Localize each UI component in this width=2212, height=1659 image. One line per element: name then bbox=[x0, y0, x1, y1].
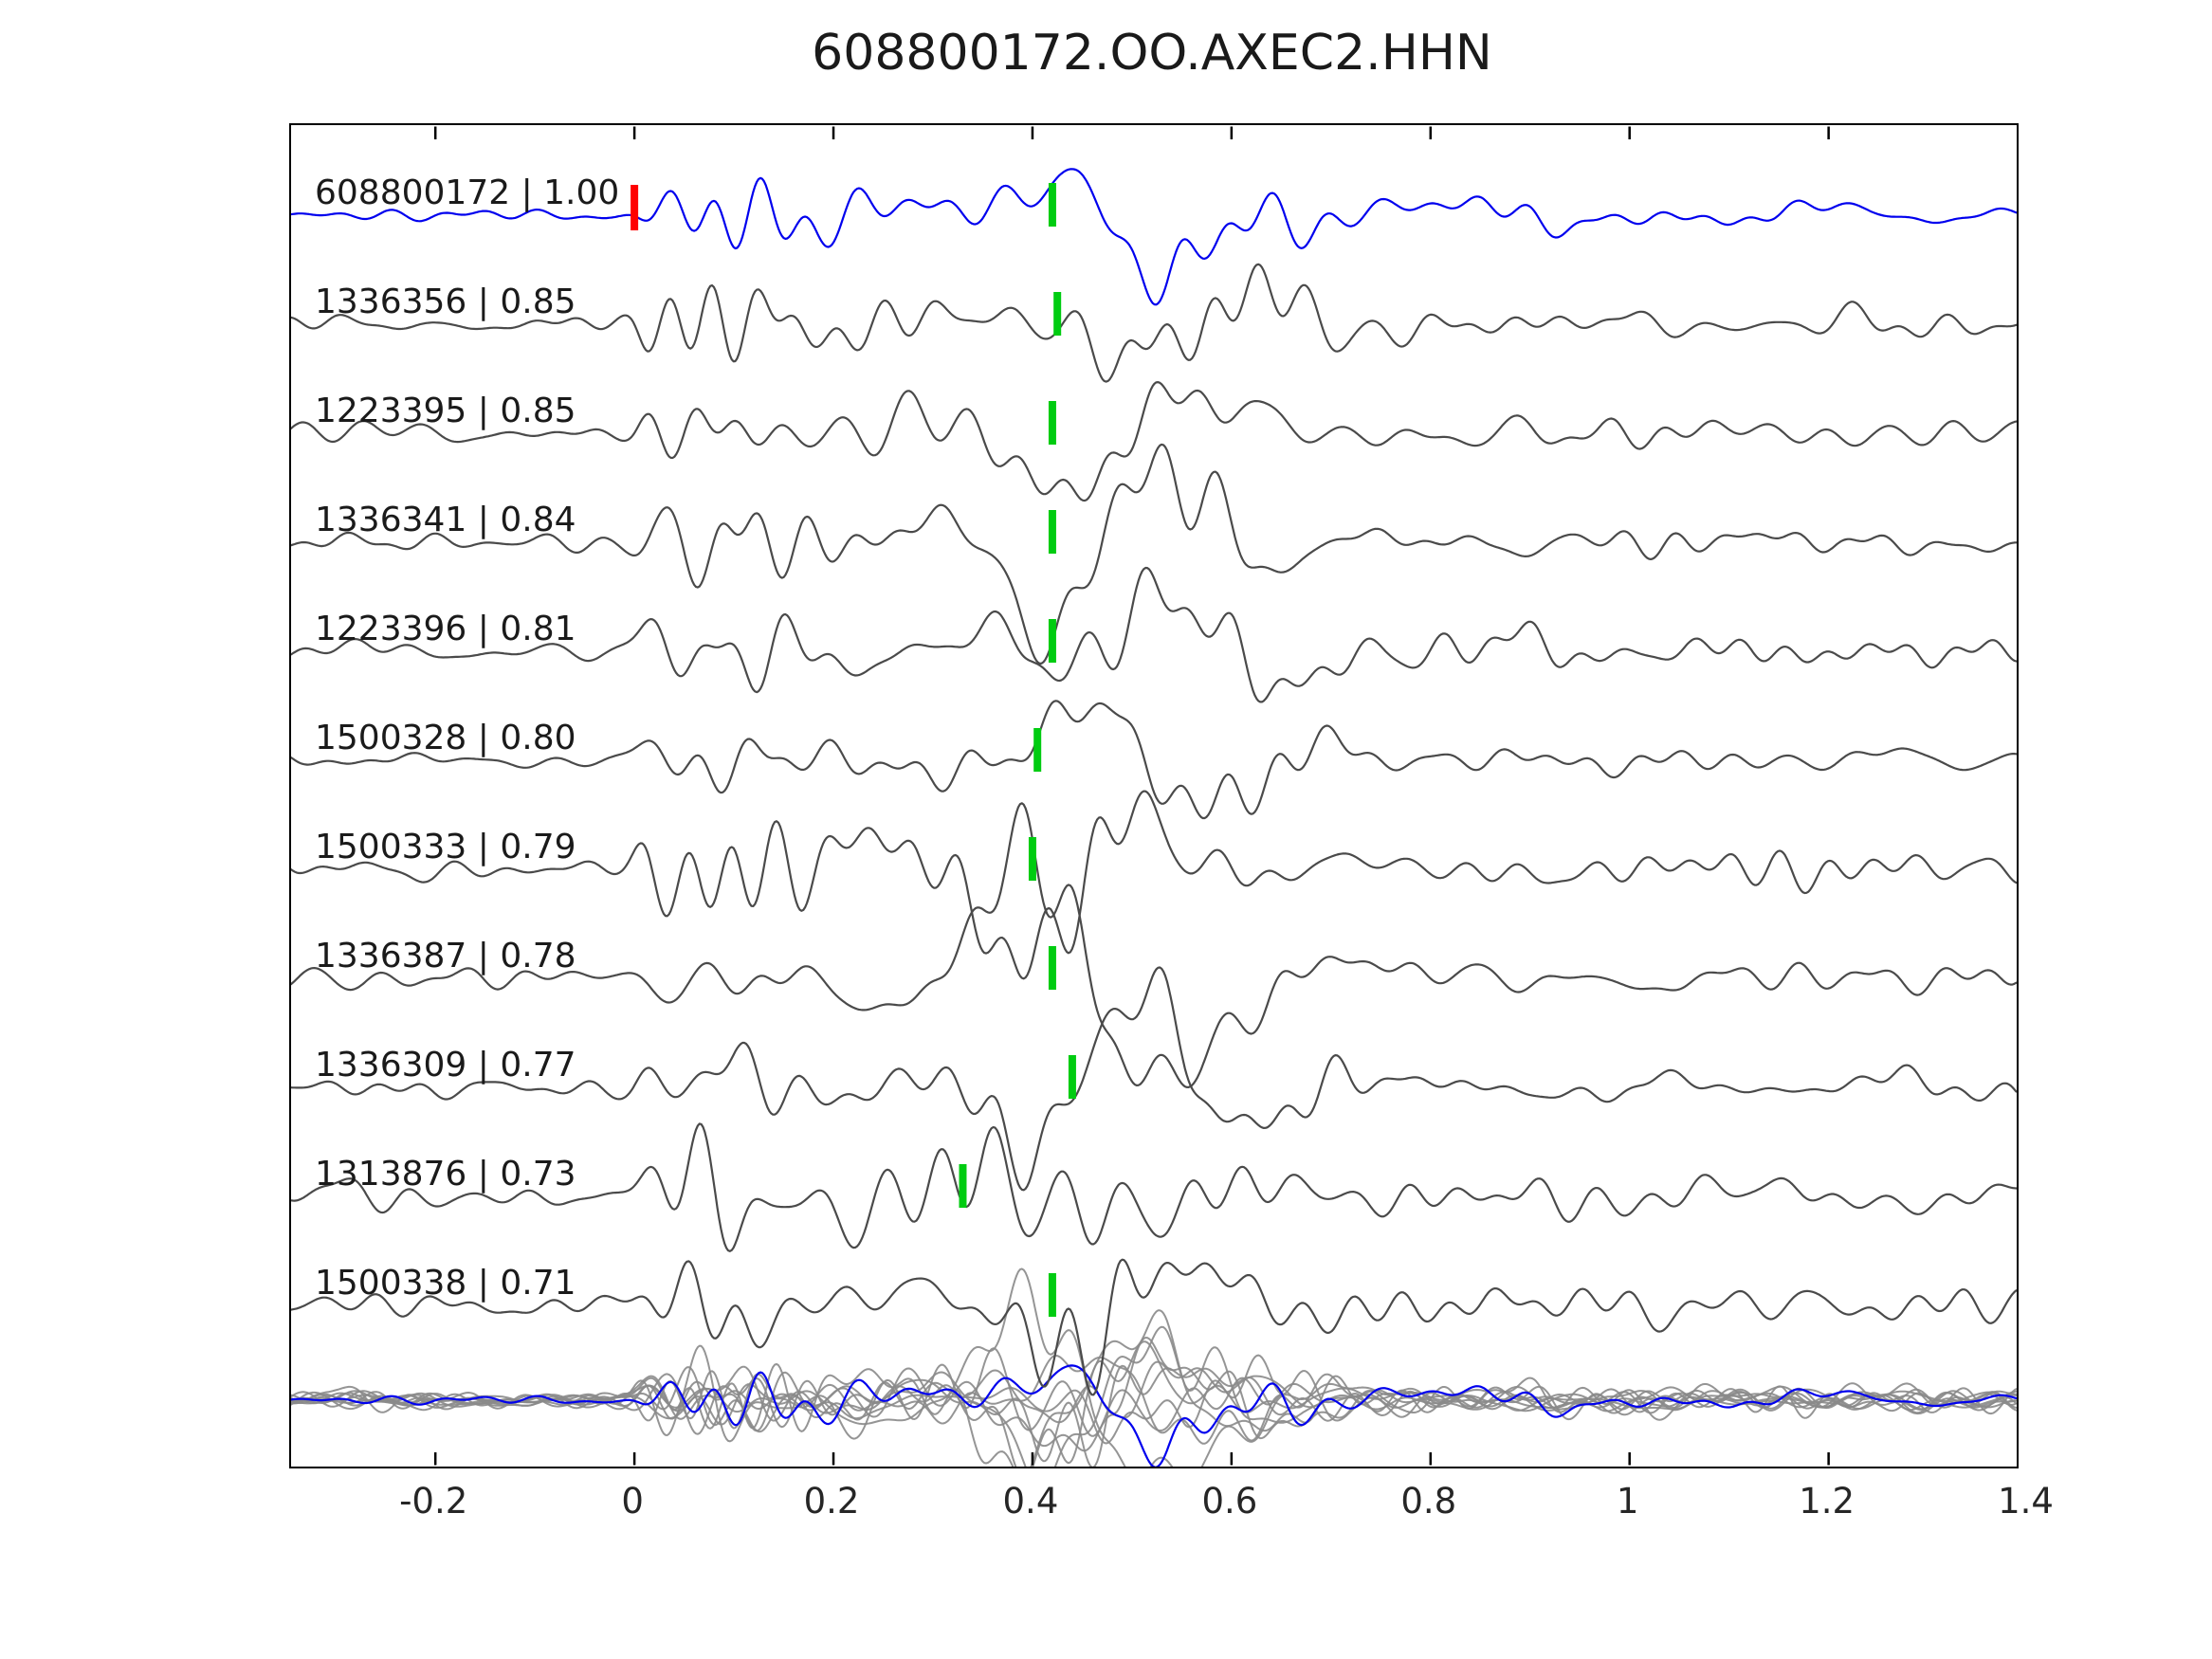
waveform-trace-1223395 bbox=[291, 381, 2017, 502]
trace-label-3: 1336341 | 0.84 bbox=[315, 501, 576, 539]
trace-label-5: 1500328 | 0.80 bbox=[315, 719, 576, 757]
trace-label-2: 1223395 | 0.85 bbox=[315, 392, 576, 430]
overlay-reference-trace bbox=[291, 1364, 2017, 1467]
trace-label-6: 1500333 | 0.79 bbox=[315, 828, 576, 866]
x-tick-label-1: 0 bbox=[621, 1481, 644, 1522]
plot-area bbox=[289, 123, 2019, 1468]
waveform-trace-1336356 bbox=[291, 263, 2017, 383]
waveform-trace-1336309 bbox=[291, 966, 2017, 1192]
x-tick-label-4: 0.6 bbox=[1201, 1481, 1258, 1522]
waveform-trace-1500333 bbox=[291, 790, 2017, 980]
x-tick-label-8: 1.4 bbox=[1998, 1481, 2054, 1522]
x-tick-label-6: 1 bbox=[1616, 1481, 1639, 1522]
overlay-trace bbox=[291, 1364, 2017, 1467]
waveform-trace-608800172 bbox=[291, 168, 2017, 306]
overlay-trace bbox=[291, 1309, 2017, 1467]
waveform-trace-1500328 bbox=[291, 700, 2017, 820]
figure-title: 608800172.OO.AXEC2.HHN bbox=[812, 25, 1492, 82]
trace-label-0: 608800172 | 1.00 bbox=[315, 173, 620, 212]
x-tick-label-7: 1.2 bbox=[1799, 1481, 1856, 1522]
x-tick-label-2: 0.2 bbox=[803, 1481, 860, 1522]
waveform-trace-1223396 bbox=[291, 566, 2017, 703]
trace-label-4: 1223396 | 0.81 bbox=[315, 610, 576, 648]
waveform-trace-1336387 bbox=[291, 802, 2017, 1089]
x-tick-label-0: -0.2 bbox=[399, 1481, 468, 1522]
trace-label-1: 1336356 | 0.85 bbox=[315, 283, 576, 321]
x-tick-label-3: 0.4 bbox=[1002, 1481, 1059, 1522]
waveform-trace-1313876 bbox=[291, 1122, 2017, 1252]
waveform-trace-1336341 bbox=[291, 443, 2017, 665]
trace-label-10: 1500338 | 0.71 bbox=[315, 1264, 576, 1303]
waveform-trace-1500338 bbox=[291, 1258, 2017, 1396]
trace-label-7: 1336387 | 0.78 bbox=[315, 937, 576, 975]
x-tick-label-5: 0.8 bbox=[1400, 1481, 1457, 1522]
trace-label-8: 1336309 | 0.77 bbox=[315, 1046, 576, 1085]
trace-label-9: 1313876 | 0.73 bbox=[315, 1155, 576, 1194]
waveform-canvas bbox=[291, 126, 2017, 1467]
